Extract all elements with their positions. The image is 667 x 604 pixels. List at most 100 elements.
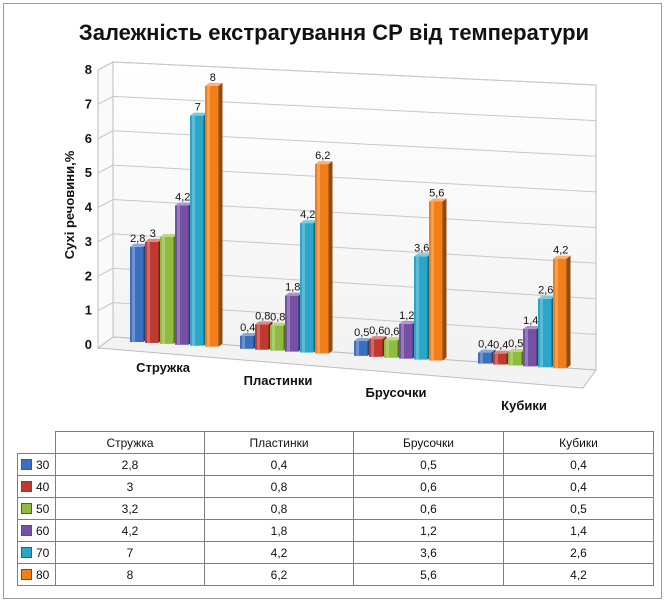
y-axis: 0 1 2 3 4 5 6 7 8 [85,62,93,352]
data-label: 7 [195,102,201,114]
y-tick-label: 1 [85,303,92,318]
table-cell: 0,6 [353,497,504,520]
bar [315,161,333,354]
y-tick-label: 5 [85,165,92,180]
legend-label: 30 [36,457,50,472]
data-label: 1,4 [523,315,538,327]
data-label: 0,4 [493,340,508,352]
data-label: 6,2 [315,150,330,162]
data-label: 1,8 [285,282,300,294]
y-tick-label: 0 [85,337,92,352]
y-tick-label: 7 [85,96,92,111]
table-cell: 4,2 [503,563,654,586]
category-labels: Стружка Пластинки Брусочки Кубики [136,360,547,413]
table-cell: 0,4 [204,453,354,476]
data-label: 0,8 [270,312,285,324]
data-label: 2,8 [130,233,145,245]
bar [478,349,496,364]
bar [205,82,223,347]
table-row: 50 3,2 0,8 0,6 0,5 [17,497,654,520]
gridline-side [97,267,114,277]
bar [538,295,556,368]
legend-entry: 60 [17,519,56,542]
legend-entry: 30 [17,453,56,476]
table-row: 80 8 6,2 5,6 4,2 [17,563,654,586]
y-tick-label: 6 [85,131,92,146]
table-cell: 3,6 [353,541,504,564]
table-cell: 4,2 [55,519,205,542]
bar [384,337,402,358]
y-tick-label: 3 [85,234,92,249]
table-col-header: Пластинки [204,431,354,454]
data-label: 4,2 [553,245,568,257]
x-category-label: Пластинки [244,373,313,388]
data-table: Стружка Пластинки Брусочки Кубики 30 2,8 0… [17,431,654,586]
data-label: 0,4 [478,339,493,351]
data-label: 1,2 [399,310,414,322]
data-label: 0,5 [354,327,369,339]
table-cell: 3,2 [55,497,205,520]
table-cell: 0,5 [503,497,654,520]
bar [285,292,303,352]
bar [493,350,511,365]
table-cell: 8 [55,563,205,586]
gridline-side [97,302,114,312]
gridline [112,95,597,122]
bar [523,326,541,367]
bar [160,233,178,344]
chart-title: Залежність екстрагування СР від температ… [79,20,589,45]
table-cell: 0,6 [353,475,504,498]
gridline-side [97,95,114,105]
table-cell: 3 [55,475,205,498]
legend-label: 80 [36,567,50,582]
legend-swatch [21,458,32,470]
bar [255,321,273,350]
table-row: 30 2,8 0,4 0,5 0,4 [17,453,654,476]
legend-label: 40 [36,479,50,494]
legend-entry: 80 [17,563,56,586]
table-cell: 4,2 [204,541,354,564]
table-cell: 0,8 [204,497,354,520]
data-label: 8 [210,72,216,84]
table-col-header: Кубики [503,431,654,454]
bar [354,337,372,356]
data-label: 2,6 [538,285,553,297]
bar [145,238,163,343]
data-label: 0,6 [384,326,399,338]
legend-label: 50 [36,501,50,516]
gridline-side [97,130,114,140]
data-label: 0,8 [255,310,270,322]
gridline [112,61,597,86]
table-cell: 0,4 [503,453,654,476]
data-label: 4,2 [175,192,190,204]
table-cell: 0,4 [503,475,654,498]
chart-area: Залежність екстрагування СР від температ… [62,20,597,413]
data-label: 0,4 [240,322,255,334]
data-label: 0,6 [369,325,384,337]
data-label: 5,6 [429,187,444,199]
legend-swatch [21,568,32,580]
table-cell: 2,8 [55,453,205,476]
legend-label: 60 [36,523,50,538]
bar [300,220,318,353]
data-label: 0,5 [508,338,523,350]
table-row: 70 7 4,2 3,6 2,6 [17,541,654,564]
y-tick-label: 2 [85,268,92,283]
table-row: 60 4,2 1,8 1,2 1,4 [17,519,654,542]
legend-swatch [21,480,32,492]
data-label: 3,6 [414,242,429,254]
gridline-side [97,61,114,71]
table-cell: 7 [55,541,205,564]
bar [414,253,432,360]
x-category-label: Кубики [501,398,547,413]
x-category-label: Брусочки [366,385,427,400]
bar [270,322,288,351]
bar [369,336,387,357]
data-label: 3 [150,228,156,240]
legend-swatch [21,502,32,514]
y-tick-label: 4 [85,200,93,215]
data-label: 4,2 [300,209,315,221]
bar [175,202,193,345]
bars-group [130,82,571,369]
